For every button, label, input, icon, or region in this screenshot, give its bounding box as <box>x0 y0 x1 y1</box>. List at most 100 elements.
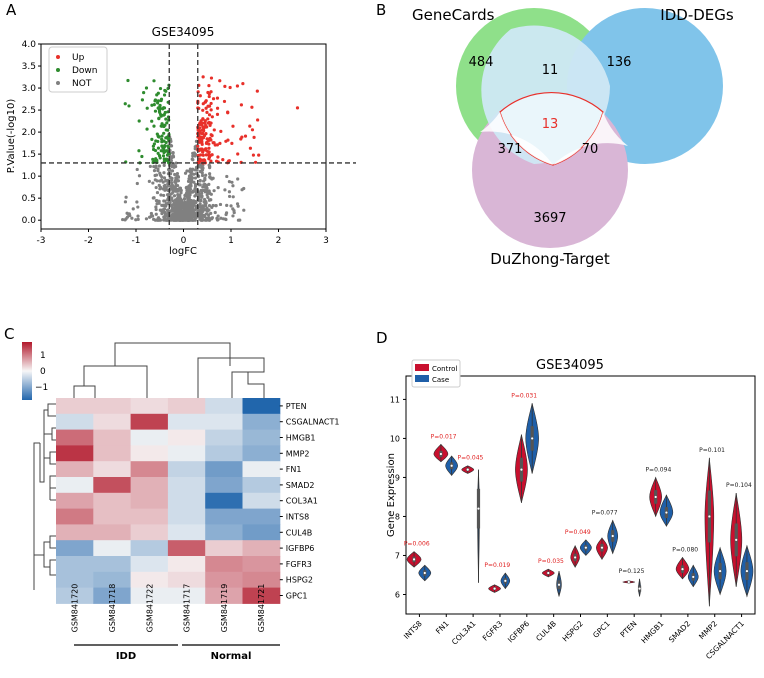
volcano-point-not <box>165 202 169 206</box>
volcano-point-down <box>140 98 145 102</box>
violin-case-hmgb1-median <box>665 511 668 514</box>
legend-control-swatch <box>415 364 429 371</box>
volcano-point-not <box>211 203 215 208</box>
volcano-point-not <box>206 195 210 200</box>
volcano-point-down <box>151 157 155 161</box>
volcano-point-not <box>227 194 232 199</box>
volcano-point-not <box>149 214 153 219</box>
volcano-x-tick-label: 1 <box>228 236 234 246</box>
heatmap-row-label: PTEN <box>286 402 307 411</box>
volcano-point-not <box>231 184 235 188</box>
heatmap-cell <box>167 556 206 573</box>
volcano-point-not <box>158 208 162 212</box>
volcano-point-not <box>167 218 171 222</box>
volcano-point-not <box>200 164 204 168</box>
volcano-point-down <box>142 91 146 95</box>
heatmap-row-label: IGFBP6 <box>286 544 315 553</box>
heatmap-cell <box>56 556 94 573</box>
volcano-point-not <box>200 168 205 172</box>
heatmap-cell <box>205 413 243 431</box>
heatmap-cell <box>93 571 132 589</box>
heatmap-cell <box>130 398 169 415</box>
volcano-point-up <box>198 94 202 98</box>
volcano-point-not <box>209 192 213 196</box>
violin-x-label-mmp2: MMP2 <box>697 619 719 641</box>
heatmap-cell <box>205 477 243 494</box>
volcano-point-not <box>185 188 189 192</box>
heatmap-cell <box>167 461 206 478</box>
volcano-y-tick-label: 3.0 <box>22 84 37 94</box>
volcano-point-not <box>168 201 172 205</box>
volcano-point-not <box>242 208 246 212</box>
volcano-point-not <box>192 151 196 155</box>
volcano-point-not <box>182 217 186 221</box>
heatmap-cell <box>205 398 243 415</box>
volcano-point-not <box>199 212 203 216</box>
heatmap-cell <box>93 556 132 573</box>
volcano-point-not <box>205 208 210 212</box>
heatmap-colorbar <box>22 342 32 400</box>
volcano-point-not <box>188 211 192 215</box>
heatmap-cell <box>242 508 281 525</box>
volcano-point-not <box>157 201 161 205</box>
violin-x-label-fgfr3: FGFR3 <box>481 619 505 643</box>
volcano-point-not <box>240 188 244 192</box>
legend-not-marker <box>56 81 60 85</box>
heatmap-cell <box>167 540 206 557</box>
volcano-point-not <box>161 180 165 184</box>
heatmap-cell <box>93 461 132 478</box>
volcano-point-up <box>207 142 211 146</box>
volcano-point-not <box>185 201 190 205</box>
violin-pvalue-igfbp6: P=0.031 <box>511 392 537 399</box>
volcano-point-down <box>158 86 163 91</box>
volcano-point-not <box>230 180 234 184</box>
volcano-point-not <box>136 217 140 221</box>
legend-case-swatch <box>415 375 429 382</box>
volcano-point-down <box>123 102 127 106</box>
heatmap-cell <box>56 461 94 478</box>
volcano-point-not <box>200 194 204 198</box>
volcano-point-up <box>228 85 232 90</box>
volcano-point-up <box>197 122 202 126</box>
volcano-point-not <box>135 167 139 172</box>
volcano-point-up <box>209 108 213 112</box>
heatmap-cell <box>167 445 206 462</box>
volcano-point-down <box>164 89 168 93</box>
volcano-point-not <box>154 212 158 216</box>
volcano-point-down <box>159 98 163 103</box>
violin-case-pten-median <box>638 587 641 590</box>
volcano-point-not <box>187 218 191 222</box>
volcano-point-not <box>176 193 180 197</box>
heatmap-cell <box>205 556 243 573</box>
violin-x-label-gpc1: GPC1 <box>591 619 612 640</box>
colorbar-tick-high: 1 <box>40 351 46 361</box>
volcano-point-not <box>162 184 166 188</box>
volcano-point-not <box>175 178 179 182</box>
volcano-point-not <box>162 210 167 214</box>
violin-x-label-cul4b: CUL4B <box>534 619 558 643</box>
heatmap-cell <box>130 556 169 573</box>
volcano-x-label: logFC <box>169 246 197 257</box>
violin-y-tick-label: 9 <box>395 473 400 482</box>
violin-title: GSE34095 <box>536 358 604 373</box>
heatmap-cell <box>242 429 281 446</box>
volcano-point-not <box>162 171 166 175</box>
heatmap-cell <box>56 571 94 589</box>
heatmap-cell <box>167 524 206 541</box>
volcano-point-up <box>209 159 213 163</box>
volcano-y-tick-label: 3.5 <box>22 62 36 72</box>
violin-case-ints8-median <box>423 571 426 575</box>
volcano-point-up <box>198 147 203 151</box>
heatmap-cell <box>205 508 243 525</box>
volcano-point-not <box>182 197 187 201</box>
violin-case-fn1-median <box>450 464 453 467</box>
volcano-point-not <box>188 206 192 210</box>
heatmap-cell <box>242 413 281 431</box>
volcano-point-up <box>214 159 219 163</box>
volcano-point-not <box>189 184 193 188</box>
volcano-plot: GSE34095 -3 -2 -1 0 1 2 3 0.0 0.5 1.0 1.5 2.0 2.5 3.… <box>6 25 356 257</box>
volcano-point-down <box>162 93 167 97</box>
heatmap-cell <box>167 398 206 415</box>
heatmap-cell <box>242 587 281 604</box>
